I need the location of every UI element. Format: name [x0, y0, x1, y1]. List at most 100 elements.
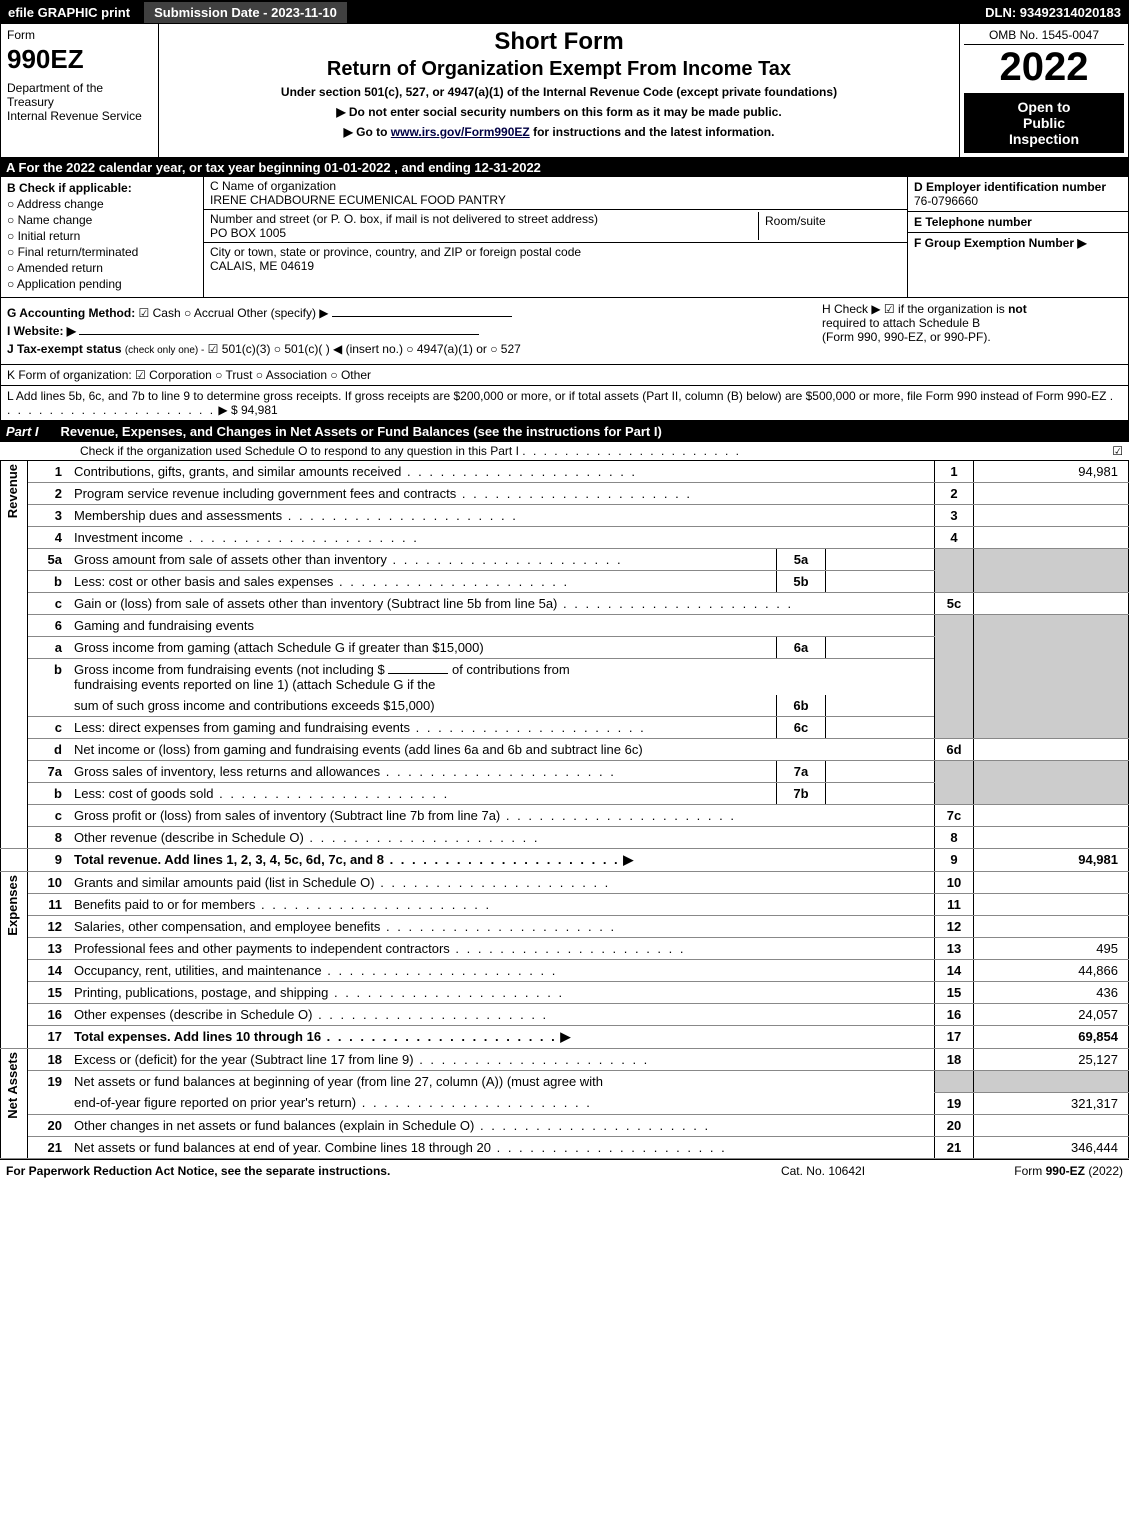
j-opts[interactable]: ☑ 501(c)(3) ○ 501(c)( ) ◀ (insert no.) ○… — [208, 342, 521, 356]
opt-initial-return[interactable]: Initial return — [7, 229, 197, 243]
r1-num: 1 — [28, 461, 71, 483]
r21-amt: 346,444 — [974, 1136, 1129, 1158]
c-name-label: C Name of organization — [210, 179, 901, 193]
misc-block: G Accounting Method: ☑ Cash ○ Accrual Ot… — [0, 298, 1129, 365]
r5b-text: Less: cost or other basis and sales expe… — [74, 574, 569, 589]
section-a-bar: A For the 2022 calendar year, or tax yea… — [0, 158, 1129, 177]
r17-dots — [321, 1029, 557, 1044]
r6d-num: d — [28, 739, 71, 761]
revenue-vlabel: Revenue — [5, 464, 20, 518]
g-other[interactable]: Other (specify) ▶ — [237, 306, 328, 320]
j-label: J Tax-exempt status — [7, 342, 122, 356]
c-city-label: City or town, state or province, country… — [210, 245, 901, 259]
row-14: 14 Occupancy, rent, utilities, and maint… — [1, 960, 1129, 982]
opt-final-return[interactable]: Final return/terminated — [7, 245, 197, 259]
r9-arrow — [620, 852, 634, 867]
r8-amt — [974, 827, 1129, 849]
revenue-table: Revenue 1 Contributions, gifts, grants, … — [0, 461, 1129, 872]
efile-label: efile GRAPHIC print — [0, 5, 138, 20]
r6-shade-rn — [935, 615, 974, 739]
part1-sub-dots — [522, 444, 741, 458]
top-bar: efile GRAPHIC print Submission Date - 20… — [0, 0, 1129, 24]
expenses-vlabel: Expenses — [5, 875, 20, 936]
c-addr-label: Number and street (or P. O. box, if mail… — [210, 212, 758, 226]
g-other-blank[interactable] — [332, 316, 512, 317]
i-website-blank[interactable] — [79, 334, 479, 335]
r7b-num: b — [28, 783, 71, 805]
r11-amt — [974, 894, 1129, 916]
column-b: B Check if applicable: Address change Na… — [1, 177, 204, 297]
info-grid: B Check if applicable: Address change Na… — [0, 177, 1129, 298]
r5c-rn: 5c — [935, 593, 974, 615]
r7a-sv — [826, 761, 935, 783]
row-7c: c Gross profit or (loss) from sales of i… — [1, 805, 1129, 827]
dept-treasury: Department of the Treasury — [7, 81, 152, 109]
r9-rn: 9 — [935, 849, 974, 872]
r6b-blank[interactable] — [388, 673, 448, 674]
opt-name-change[interactable]: Name change — [7, 213, 197, 227]
footer-right: Form 990-EZ (2022) — [923, 1164, 1123, 1178]
r10-rn: 10 — [935, 872, 974, 894]
r17-text: Total expenses. Add lines 10 through 16 — [74, 1029, 321, 1044]
d-group-label: F Group Exemption Number ▶ — [908, 233, 1128, 253]
opt-amended-return[interactable]: Amended return — [7, 261, 197, 275]
row-16: 16 Other expenses (describe in Schedule … — [1, 1004, 1129, 1026]
row-19-2: end-of-year figure reported on prior yea… — [1, 1092, 1129, 1114]
r12-amt — [974, 916, 1129, 938]
irs-link[interactable]: www.irs.gov/Form990EZ — [391, 125, 530, 139]
r7b-sv — [826, 783, 935, 805]
j-note: (check only one) - — [125, 345, 204, 356]
r6b-sv — [826, 695, 935, 717]
h-pre: H Check ▶ — [822, 302, 881, 316]
r7b-sc: 7b — [777, 783, 826, 805]
r14-num: 14 — [28, 960, 71, 982]
r19-shade-amt — [974, 1071, 1129, 1093]
r16-amt: 24,057 — [974, 1004, 1129, 1026]
subtitle: Under section 501(c), 527, or 4947(a)(1)… — [167, 85, 951, 99]
r7a-text: Gross sales of inventory, less returns a… — [74, 764, 616, 779]
form-header: Form 990EZ Department of the Treasury In… — [0, 24, 1129, 158]
form-number: 990EZ — [7, 44, 152, 75]
g-cash[interactable]: ☑ Cash — [139, 306, 181, 320]
r11-text: Benefits paid to or for members — [74, 897, 491, 912]
r7c-num: c — [28, 805, 71, 827]
open-line-3: Inspection — [968, 131, 1120, 147]
r6d-text: Net income or (loss) from gaming and fun… — [70, 739, 935, 761]
opt-address-change[interactable]: Address change — [7, 197, 197, 211]
irs-label: Internal Revenue Service — [7, 109, 152, 123]
part1-label: Part I — [6, 424, 49, 439]
r21-num: 21 — [28, 1136, 71, 1158]
g-accrual[interactable]: ○ Accrual — [184, 306, 234, 320]
r13-amt: 495 — [974, 938, 1129, 960]
r5b-num: b — [28, 571, 71, 593]
r5c-text: Gain or (loss) from sale of assets other… — [74, 596, 793, 611]
opt-application-pending[interactable]: Application pending — [7, 277, 197, 291]
h-check[interactable]: ☑ — [884, 302, 895, 316]
row-21: 21 Net assets or fund balances at end of… — [1, 1136, 1129, 1158]
r6b-d1b: of contributions from — [452, 662, 570, 677]
row-20: 20 Other changes in net assets or fund b… — [1, 1114, 1129, 1136]
r6b-num: b — [28, 659, 71, 717]
r6b-d1: Gross income from fundraising events (no… — [74, 662, 385, 677]
header-right: OMB No. 1545-0047 2022 Open to Public In… — [959, 24, 1128, 157]
netassets-table: Net Assets 18 Excess or (deficit) for th… — [0, 1049, 1129, 1159]
row-12: 12 Salaries, other compensation, and emp… — [1, 916, 1129, 938]
part1-sub-text: Check if the organization used Schedule … — [80, 444, 519, 458]
r17-rn: 17 — [935, 1026, 974, 1049]
row-4: 4 Investment income 4 — [1, 527, 1129, 549]
open-public-box: Open to Public Inspection — [964, 93, 1124, 153]
r6-text: Gaming and fundraising events — [70, 615, 935, 637]
r20-rn: 20 — [935, 1114, 974, 1136]
r1-amt: 94,981 — [974, 461, 1129, 483]
d-tel-label: E Telephone number — [914, 215, 1122, 229]
r17-desc: Total expenses. Add lines 10 through 16 — [70, 1026, 935, 1049]
column-d: D Employer identification number 76-0796… — [907, 177, 1128, 297]
r10-num: 10 — [28, 872, 71, 894]
misc-right: H Check ▶ ☑ if the organization is not r… — [822, 302, 1122, 360]
r6-num: 6 — [28, 615, 71, 637]
r10-text: Grants and similar amounts paid (list in… — [74, 875, 610, 890]
r7-shade-amt — [974, 761, 1129, 805]
part1-sub-check[interactable]: ☑ — [1112, 444, 1123, 458]
r3-amt — [974, 505, 1129, 527]
r15-amt: 436 — [974, 982, 1129, 1004]
